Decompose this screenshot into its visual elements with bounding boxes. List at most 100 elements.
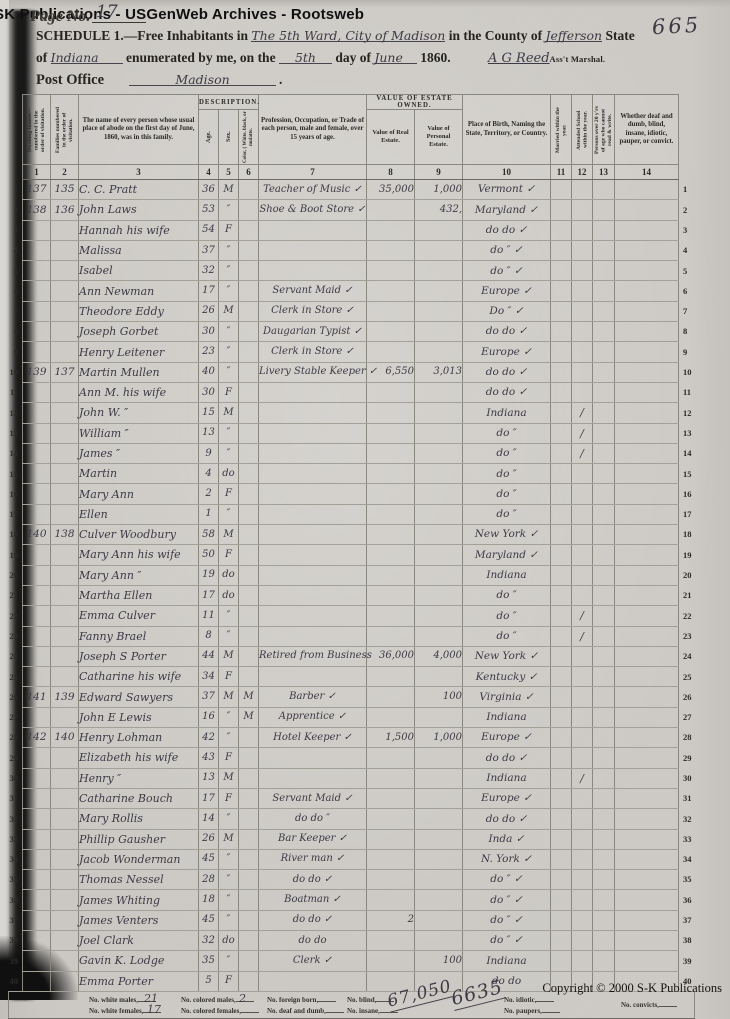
cell-birthplace: do ″ ✓ xyxy=(462,889,551,911)
cell-personal-estate: 4,000 xyxy=(414,645,463,668)
copyright-notice: Copyright © 2000 S-K Publications xyxy=(542,981,722,995)
cell-personal-estate xyxy=(414,463,463,485)
cell-family-number xyxy=(50,787,79,810)
cell-birthplace: do ″ xyxy=(462,483,551,505)
cell-cannot-read-mark xyxy=(592,422,615,444)
row-number-right: 28 xyxy=(683,732,692,743)
census-row: 24 Joseph S Porter 44 M Retired from Busines… xyxy=(9,645,695,668)
cell-school-mark xyxy=(571,787,593,810)
cell-color xyxy=(238,463,259,485)
census-row: 17 Ellen 1 ″ do ″ 17 xyxy=(9,503,695,526)
cell-name: Thomas Nessel xyxy=(78,869,199,891)
row-number-left: 27 xyxy=(9,712,19,723)
cell-age: 4 xyxy=(198,463,219,485)
cell-color xyxy=(238,483,259,505)
row-number-right: 34 xyxy=(683,854,692,865)
cell-family-number: 135 xyxy=(50,178,79,201)
cell-color xyxy=(238,381,259,404)
cell-sex: F xyxy=(218,787,239,810)
row-number-right: 19 xyxy=(683,549,692,560)
cell-occupation xyxy=(258,381,367,404)
cell-birthplace: do ″ ✓ xyxy=(462,909,551,931)
cell-occupation xyxy=(258,524,367,546)
row-number-left: 22 xyxy=(9,610,19,621)
cell-color xyxy=(238,178,259,201)
census-row: 20 Mary Ann ″ 19 do Indiana 20 xyxy=(9,564,695,586)
cell-color xyxy=(238,666,259,688)
row-number-right: 6 xyxy=(683,285,688,296)
cell-personal-estate xyxy=(414,747,463,769)
row-number-left: 11 xyxy=(9,387,18,398)
cell-school-mark xyxy=(571,950,593,972)
margin-right-header xyxy=(679,95,695,180)
cell-birthplace: Europe ✓ xyxy=(462,341,551,363)
census-row: 14 James ″ 9 ″ do ″ / 14 xyxy=(9,442,695,465)
row-number-left: 9 xyxy=(13,346,18,357)
row-number-right: 32 xyxy=(683,813,692,824)
cell-cannot-read-mark xyxy=(592,321,615,343)
cell-real-estate xyxy=(366,463,415,485)
row-number-right: 26 xyxy=(683,691,692,702)
cell-name: Catharine his wife xyxy=(78,666,199,688)
cell-birthplace: do do ✓ xyxy=(462,747,551,769)
row-number-left: 12 xyxy=(9,407,19,418)
cell-condition xyxy=(614,970,679,992)
cell-dwelling-number: 141 xyxy=(22,686,51,708)
cell-name: Ann M. his wife xyxy=(78,381,199,404)
cell-condition xyxy=(614,219,679,241)
cell-color xyxy=(238,300,259,323)
cell-age: 14 xyxy=(198,808,219,830)
cell-name: John E Lewis xyxy=(78,706,199,729)
cell-occupation xyxy=(258,625,367,647)
cell-dwelling-number: 137 xyxy=(22,178,51,201)
cell-school-mark xyxy=(571,666,593,688)
row-number-left: 20 xyxy=(9,570,19,581)
cell-married-mark xyxy=(550,605,572,627)
cell-color xyxy=(238,869,259,891)
cell-condition xyxy=(614,706,679,729)
cell-family-number: 139 xyxy=(50,686,79,708)
schedule-title-line1: SCHEDULE 1.—Free Inhabitants in The 5th … xyxy=(36,28,726,44)
cell-married-mark xyxy=(550,341,572,363)
cell-family-number xyxy=(50,402,79,424)
cell-real-estate xyxy=(366,625,415,647)
census-row: 25 Catharine his wife 34 F Kentucky ✓ 25 xyxy=(9,666,695,688)
cell-age: 45 xyxy=(198,909,219,931)
cell-occupation xyxy=(258,442,367,465)
row-number-left: 28 xyxy=(9,732,19,743)
cell-married-mark xyxy=(550,686,572,708)
cell-married-mark xyxy=(550,503,572,526)
cell-real-estate xyxy=(366,341,415,363)
cell-birthplace: Inda ✓ xyxy=(462,828,551,850)
cell-occupation xyxy=(258,584,367,607)
cell-school-mark xyxy=(571,321,593,343)
cell-cannot-read-mark xyxy=(592,463,615,485)
cell-birthplace: Vermont ✓ xyxy=(462,178,551,201)
cell-name: Catharine Bouch xyxy=(78,787,199,810)
cell-sex: ″ xyxy=(218,503,239,526)
cell-real-estate xyxy=(366,848,415,871)
cell-cannot-read-mark xyxy=(592,402,615,424)
cell-married-mark xyxy=(550,625,572,647)
cell-color xyxy=(238,442,259,465)
cell-birthplace: do do ✓ xyxy=(462,808,551,830)
cell-age: 13 xyxy=(198,767,219,789)
cell-school-mark xyxy=(571,503,593,526)
cell-dwelling-number xyxy=(22,483,51,505)
row-number-left: 8 xyxy=(13,326,18,337)
cell-occupation: do do xyxy=(258,929,367,952)
cell-age: 18 xyxy=(198,889,219,911)
cell-condition xyxy=(614,666,679,688)
col-dwelling-header: Dwelling-houses— numbered in the order o… xyxy=(22,94,51,165)
cell-married-mark xyxy=(550,869,572,891)
column-number-row: 1 2 3 4 5 6 7 8 9 10 11 12 13 14 xyxy=(9,164,695,180)
cell-birthplace: Indiana xyxy=(462,767,551,789)
cell-condition xyxy=(614,625,679,647)
convicts-label: No. convicts, xyxy=(621,1000,659,1009)
cell-family-number xyxy=(50,260,79,282)
cell-cannot-read-mark xyxy=(592,524,615,546)
cell-personal-estate: 3,013 xyxy=(414,361,463,383)
cell-name: Mary Rollis xyxy=(78,808,199,830)
census-row: 12 John W. ″ 15 M Indiana / 12 xyxy=(9,402,695,424)
